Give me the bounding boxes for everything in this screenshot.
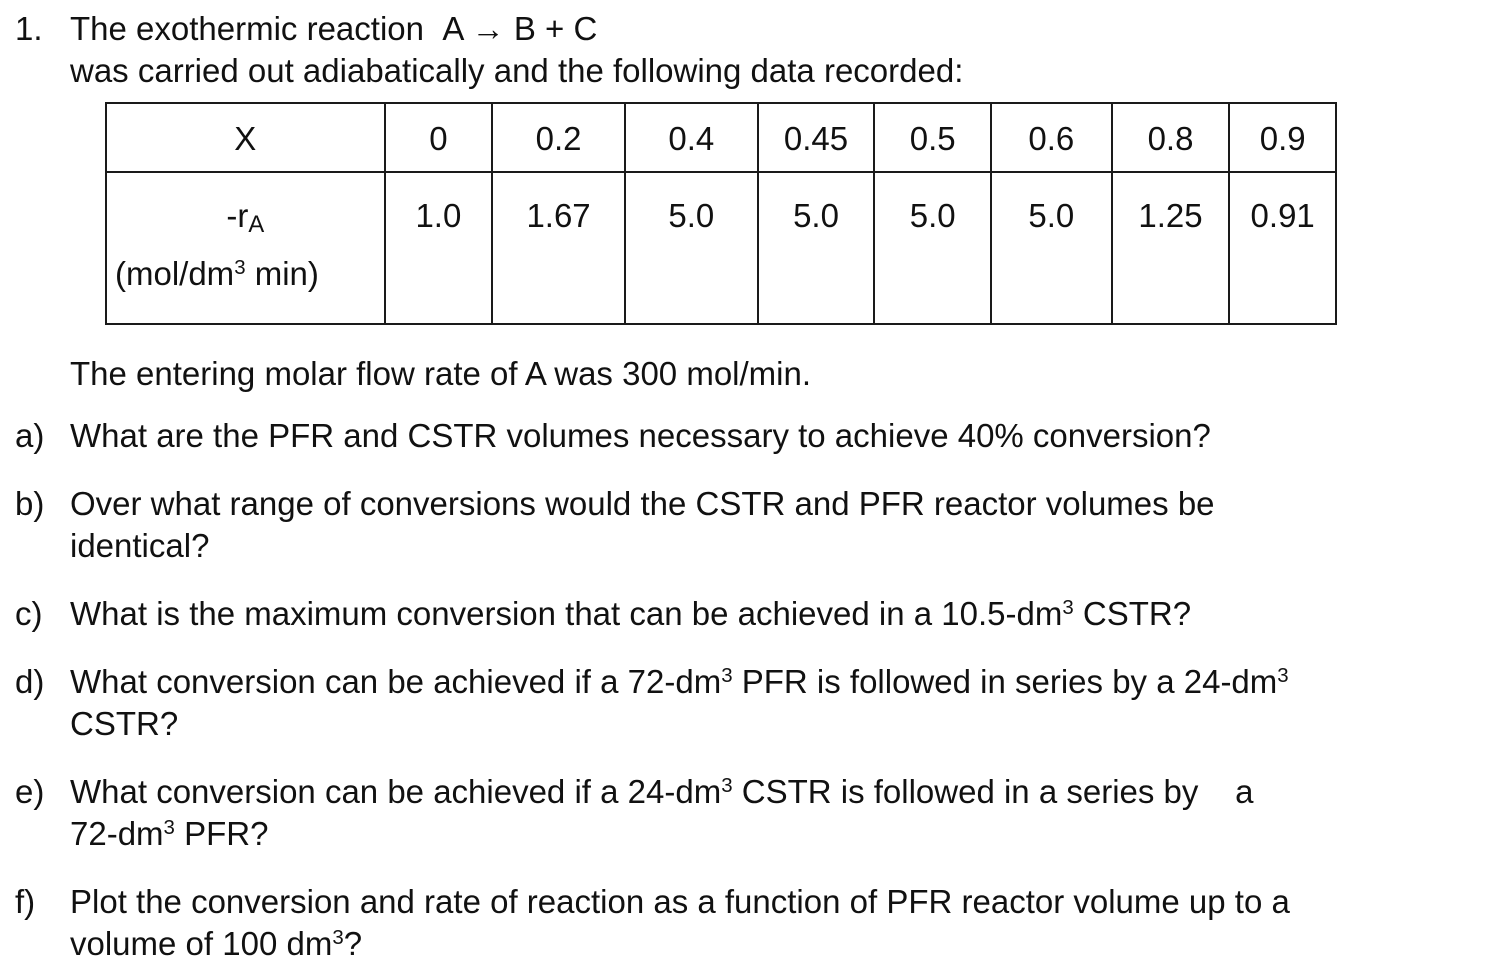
question-label-d: d) xyxy=(15,663,45,700)
questions-list: a) What are the PFR and CSTR volumes nec… xyxy=(15,415,1504,965)
table-cell-x: 0.5 xyxy=(873,102,992,173)
superscript: 3 xyxy=(332,926,344,949)
superscript: 3 xyxy=(721,664,733,687)
question-label-f: f) xyxy=(15,883,36,920)
superscript: 3 xyxy=(1062,596,1074,619)
superscript: 3 xyxy=(721,774,733,797)
table-cell-rate: 1.25 xyxy=(1110,171,1231,325)
superscript: 3 xyxy=(163,816,175,839)
table-cell-x: 0.2 xyxy=(491,102,626,173)
table-cell-x: 0.4 xyxy=(623,102,759,173)
question-text-e: What conversion can be achieved if a 24-… xyxy=(70,773,1254,852)
rate-symbol-main: -r xyxy=(226,197,249,234)
rate-symbol-subscript: A xyxy=(248,211,265,238)
table-row-conversion: X 0 0.2 0.4 0.45 0.5 0.6 0.8 0.9 xyxy=(105,102,1337,173)
question-item-a: a) What are the PFR and CSTR volumes nec… xyxy=(15,415,1504,457)
conversion-row-header: X xyxy=(105,102,386,173)
superscript: 3 xyxy=(234,256,246,279)
question-item-c: c) What is the maximum conversion that c… xyxy=(15,593,1504,635)
question-text-a: What are the PFR and CSTR volumes necess… xyxy=(70,417,1211,454)
question-item-d: d) What conversion can be achieved if a … xyxy=(15,661,1504,745)
table-cell-rate: 5.0 xyxy=(623,171,759,325)
question-text-b: Over what range of conversions would the… xyxy=(70,485,1215,564)
question-item-e: e) What conversion can be achieved if a … xyxy=(15,771,1504,855)
table-cell-rate: 5.0 xyxy=(873,171,992,325)
rate-row-header: -rA (mol/dm3 min) xyxy=(105,171,386,325)
problem-number: 1. xyxy=(15,10,43,47)
question-text-c: What is the maximum conversion that can … xyxy=(70,595,1192,632)
table-cell-rate: 1.67 xyxy=(491,171,626,325)
question-text-f: Plot the conversion and rate of reaction… xyxy=(70,883,1290,962)
table-cell-rate: 1.0 xyxy=(383,171,494,325)
superscript: 3 xyxy=(1277,664,1289,687)
question-label-a: a) xyxy=(15,417,45,454)
table-cell-x: 0 xyxy=(383,102,494,173)
question-label-e: e) xyxy=(15,773,45,810)
table-cell-x: 0.8 xyxy=(1110,102,1231,173)
rate-symbol: -rA xyxy=(107,195,384,237)
question-label-c: c) xyxy=(15,595,43,632)
rate-units: (mol/dm3 min) xyxy=(115,255,319,292)
rate-row-header-inner: -rA (mol/dm3 min) xyxy=(107,173,384,301)
table-cell-rate: 5.0 xyxy=(990,171,1113,325)
table-cell-x: 0.45 xyxy=(756,102,876,173)
question-item-f: f) Plot the conversion and rate of react… xyxy=(15,881,1504,965)
question-text-d: What conversion can be achieved if a 72-… xyxy=(70,663,1289,742)
table-cell-x: 0.9 xyxy=(1228,102,1337,173)
question-item-b: b) Over what range of conversions would … xyxy=(15,483,1504,567)
question-label-b: b) xyxy=(15,485,45,522)
table-cell-rate: 5.0 xyxy=(756,171,876,325)
table-cell-rate: 0.91 xyxy=(1228,171,1337,325)
table-row-rate: -rA (mol/dm3 min) 1.0 1.67 5.0 5.0 5.0 5… xyxy=(105,171,1337,325)
flow-rate-note: The entering molar flow rate of A was 30… xyxy=(70,355,812,392)
table-cell-x: 0.6 xyxy=(990,102,1113,173)
rate-data-table: X 0 0.2 0.4 0.45 0.5 0.6 0.8 0.9 -rA (mo… xyxy=(105,102,1337,325)
